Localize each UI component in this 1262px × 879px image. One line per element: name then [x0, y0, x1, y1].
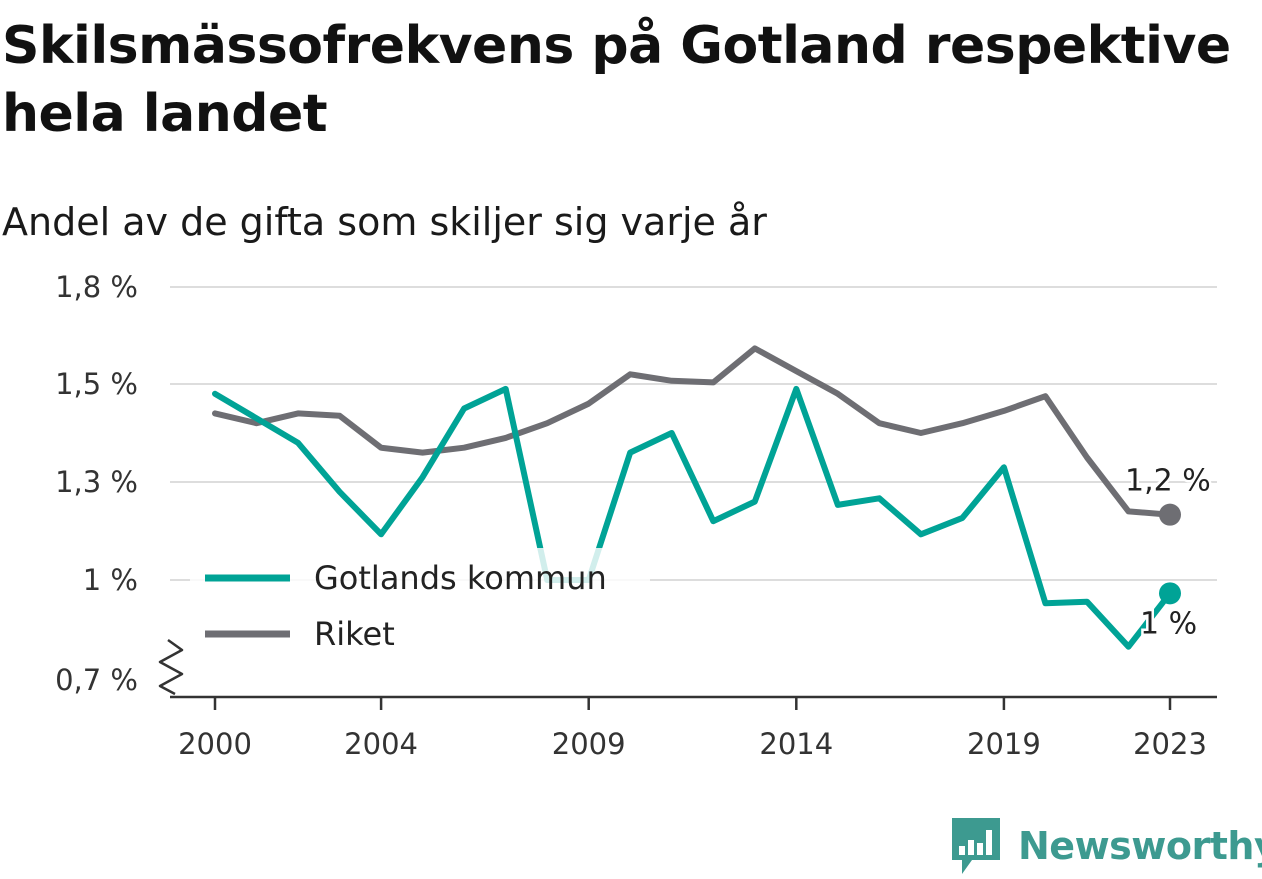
y-tick-label: 1 % — [83, 563, 138, 597]
y-tick-label: 1,5 % — [55, 367, 138, 401]
end-labels: 1 % 1,2 % — [1123, 461, 1214, 644]
end-point — [1159, 582, 1181, 605]
chart-subtitle: Andel av de gifta som skiljer sig varje … — [2, 200, 767, 244]
axis-break-icon — [158, 638, 184, 696]
brand-name: Newsworthy — [1018, 824, 1262, 868]
x-tick-label: 2009 — [552, 727, 626, 761]
y-tick-label: 0,7 % — [55, 663, 138, 697]
end-value-label: 1,2 % — [1125, 464, 1211, 499]
legend-label: Gotlands kommun — [314, 559, 607, 597]
x-tick-label: 2004 — [344, 727, 418, 761]
newsworthy-logo: Newsworthy — [950, 816, 1262, 876]
bar-chart-speech-bubble-icon — [952, 818, 1000, 874]
chart-title: Skilsmässofrekvens på Gotland respektive… — [2, 16, 1231, 144]
end-value-label: 1 % — [1140, 606, 1197, 641]
line-chart: 0,7 % 1 % 1,3 % 1,5 % 1,8 % 2000 2004 2009 2014… — [55, 270, 1217, 761]
y-axis: 0,7 % 1 % 1,3 % 1,5 % 1,8 % — [55, 270, 184, 697]
x-axis: 2000 2004 2009 2014 2019 2023 — [170, 695, 1217, 761]
y-tick-label: 1,3 % — [55, 465, 138, 499]
grid-lines — [170, 286, 1217, 581]
x-tick-label: 2014 — [759, 727, 833, 761]
y-tick-label: 1,8 % — [55, 270, 138, 304]
series-line-riket — [212, 345, 1173, 518]
x-tick-label: 2000 — [178, 727, 252, 761]
end-point — [1159, 503, 1181, 526]
x-tick-label: 2023 — [1133, 727, 1207, 761]
series-lines — [212, 345, 1181, 650]
legend-background — [190, 548, 650, 670]
legend: Gotlands kommun Riket — [190, 548, 650, 670]
legend-label: Riket — [314, 615, 395, 653]
x-tick-label: 2019 — [967, 727, 1041, 761]
series-line-gotlands-kommun — [212, 385, 1173, 650]
